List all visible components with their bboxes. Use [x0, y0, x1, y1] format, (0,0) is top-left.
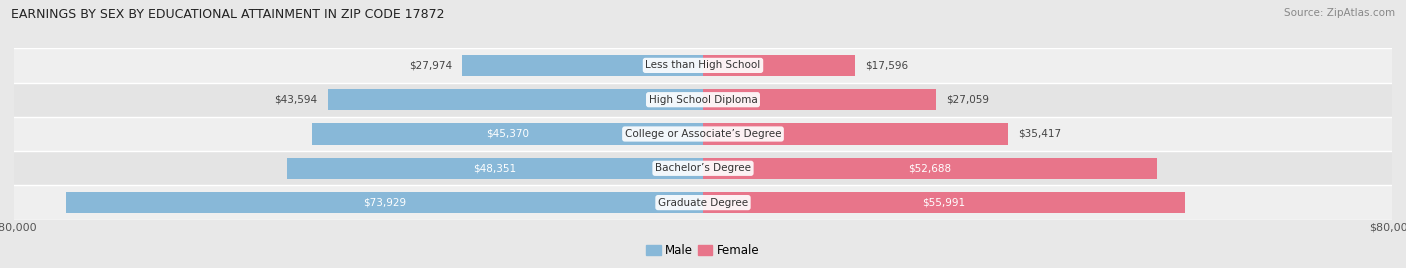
Bar: [703, 89, 936, 110]
Text: $43,594: $43,594: [274, 95, 318, 105]
Text: $45,370: $45,370: [486, 129, 529, 139]
Bar: [14, 48, 1392, 83]
Bar: [66, 192, 703, 213]
Bar: [328, 89, 703, 110]
Bar: [703, 55, 855, 76]
Bar: [312, 123, 703, 145]
Text: Graduate Degree: Graduate Degree: [658, 198, 748, 208]
Text: Less than High School: Less than High School: [645, 60, 761, 70]
Text: $48,351: $48,351: [474, 163, 516, 173]
Text: $52,688: $52,688: [908, 163, 952, 173]
Text: $27,974: $27,974: [409, 60, 451, 70]
Text: EARNINGS BY SEX BY EDUCATIONAL ATTAINMENT IN ZIP CODE 17872: EARNINGS BY SEX BY EDUCATIONAL ATTAINMEN…: [11, 8, 444, 21]
Text: $27,059: $27,059: [946, 95, 990, 105]
Bar: [703, 158, 1157, 179]
Text: Source: ZipAtlas.com: Source: ZipAtlas.com: [1284, 8, 1395, 18]
Bar: [463, 55, 703, 76]
Bar: [703, 192, 1185, 213]
Text: Bachelor’s Degree: Bachelor’s Degree: [655, 163, 751, 173]
Bar: [14, 151, 1392, 185]
Text: $35,417: $35,417: [1018, 129, 1062, 139]
Bar: [287, 158, 703, 179]
Bar: [14, 117, 1392, 151]
Text: College or Associate’s Degree: College or Associate’s Degree: [624, 129, 782, 139]
Text: High School Diploma: High School Diploma: [648, 95, 758, 105]
Legend: Male, Female: Male, Female: [641, 239, 765, 262]
Text: $73,929: $73,929: [363, 198, 406, 208]
Bar: [703, 123, 1008, 145]
Bar: [14, 185, 1392, 220]
Bar: [14, 83, 1392, 117]
Text: $17,596: $17,596: [865, 60, 908, 70]
Text: $55,991: $55,991: [922, 198, 966, 208]
